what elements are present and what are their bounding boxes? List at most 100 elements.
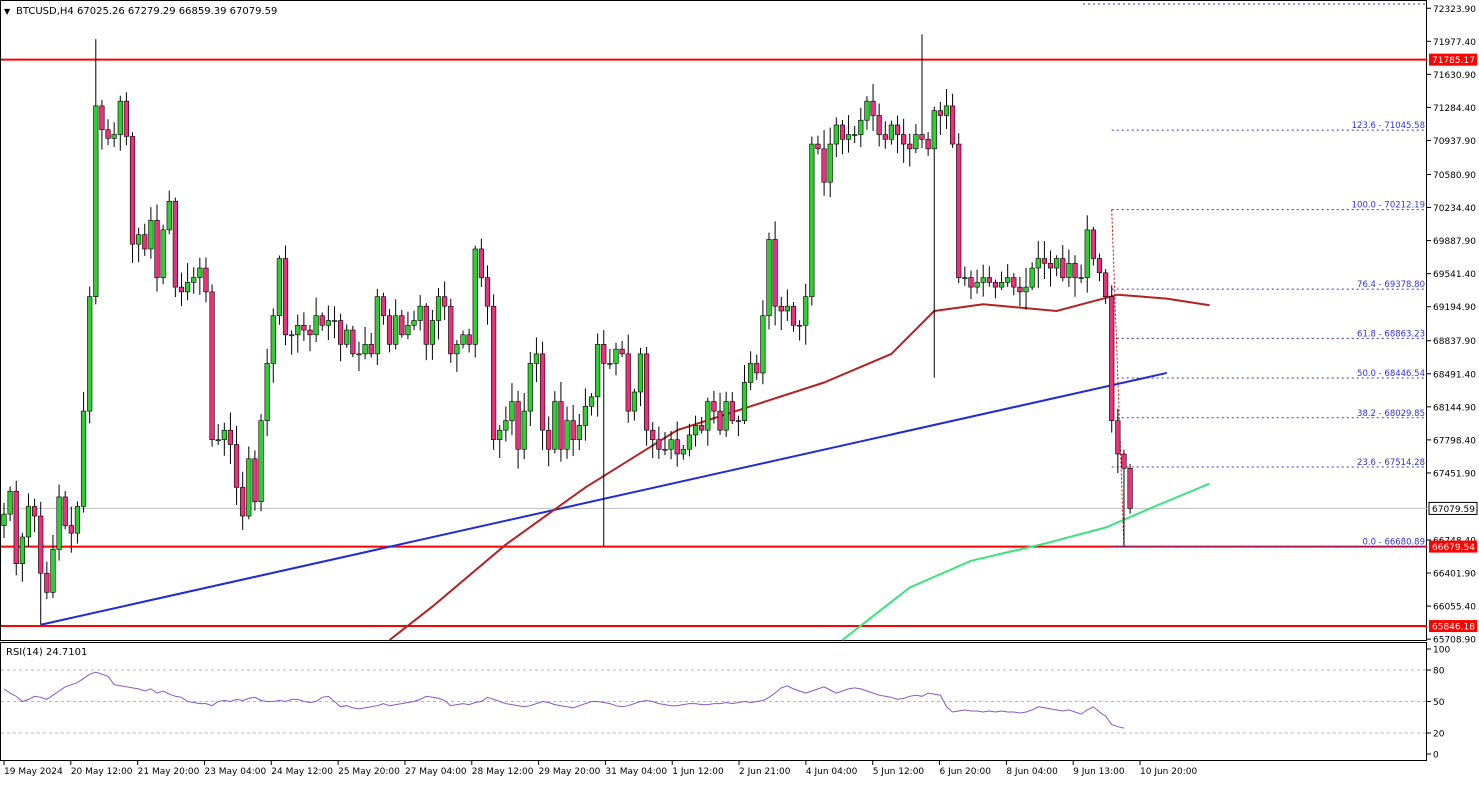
candle-bear xyxy=(882,134,888,140)
candle-bull xyxy=(313,315,319,336)
candle-bear xyxy=(674,439,680,455)
candle-bull xyxy=(980,277,986,283)
level-price-tag xyxy=(1429,620,1477,633)
candle-bull xyxy=(411,320,417,326)
time-tick-label: 1 Jun 12:00 xyxy=(672,767,724,777)
candle-bear xyxy=(643,353,650,431)
candle-bull xyxy=(117,100,123,135)
candle-bull xyxy=(845,134,852,140)
candle-bear xyxy=(178,286,185,293)
candle-bull xyxy=(521,410,527,450)
candle-bull xyxy=(460,334,466,345)
candle-bull xyxy=(160,229,166,278)
candle-bull xyxy=(417,305,423,321)
time-tick-label: 31 May 04:00 xyxy=(605,767,667,777)
candle-bear xyxy=(203,267,209,293)
candle-bear xyxy=(515,401,521,450)
candle-bear xyxy=(1103,272,1109,297)
candle-bear xyxy=(711,401,717,412)
candle-bull xyxy=(760,315,766,374)
candle-bull xyxy=(668,439,674,450)
time-tick-label: 10 Jun 20:00 xyxy=(1140,767,1197,777)
candle-bull xyxy=(974,282,980,288)
candle-bear xyxy=(105,129,111,139)
candle-bear xyxy=(1090,229,1096,259)
candle-bear xyxy=(956,143,962,278)
moving-average-green-line xyxy=(841,482,1210,641)
main-panel-frame xyxy=(0,0,1427,641)
time-tick-label: 24 May 12:00 xyxy=(271,767,333,777)
candle-bear xyxy=(778,305,784,312)
candle-bear xyxy=(570,420,576,441)
candle-bull xyxy=(289,334,295,337)
candle-bull xyxy=(435,296,442,321)
candle-bull xyxy=(552,401,558,450)
triangle-down-icon: ▼ xyxy=(4,7,11,16)
price-tick-label: 67798.40 xyxy=(1433,436,1476,446)
candle-bear xyxy=(1115,420,1121,455)
time-tick-label: 4 Jun 04:00 xyxy=(806,767,858,777)
candle-bear xyxy=(870,100,876,116)
candle-bear xyxy=(1072,262,1078,278)
candle-bear xyxy=(699,425,705,431)
candle-bear xyxy=(839,124,846,140)
rsi-axis-labels: 100 80 50 20 0 xyxy=(1427,646,1450,761)
candle-bull xyxy=(662,448,668,451)
candle-bull xyxy=(962,277,968,279)
candle-bull xyxy=(246,458,252,517)
candle-bull xyxy=(1078,277,1084,279)
time-tick-label: 19 May 2024 xyxy=(4,767,63,777)
candle-bull xyxy=(888,124,894,140)
candle-bear xyxy=(380,296,387,317)
candle-bear xyxy=(754,363,760,374)
price-tick-label: 69541.40 xyxy=(1433,270,1476,280)
candle-bear xyxy=(790,305,797,326)
candle-bear xyxy=(172,200,178,288)
candle-bull xyxy=(576,425,582,441)
candle-bear xyxy=(968,277,974,288)
candle-bull xyxy=(454,344,460,355)
rsi-polyline xyxy=(3,671,1125,729)
candle-bear xyxy=(1041,258,1047,264)
candle-bull xyxy=(723,401,729,431)
price-tick-label: 68837.90 xyxy=(1433,337,1476,347)
candle-bull xyxy=(215,439,221,442)
candle-bear xyxy=(423,305,429,345)
candle-bear xyxy=(68,525,74,534)
candle-bear xyxy=(386,315,393,345)
candle-bull xyxy=(166,200,172,231)
candle-bear xyxy=(368,344,374,355)
price-tick-label: 70937.90 xyxy=(1433,137,1476,147)
price-tick-label: 71284.40 xyxy=(1433,104,1476,114)
candle-bear xyxy=(233,444,240,488)
candle-bear xyxy=(919,134,925,140)
candle-bear xyxy=(1096,258,1103,274)
candle-bear xyxy=(466,334,472,345)
candle-bull xyxy=(784,305,790,312)
candle-bull xyxy=(1023,286,1029,293)
current-price-tag xyxy=(1428,501,1478,515)
candle-bull xyxy=(1066,262,1072,278)
candle-bear xyxy=(1060,258,1066,278)
candle-bull xyxy=(692,425,699,436)
candle-bull xyxy=(503,420,509,431)
price-tick-label: 67451.90 xyxy=(1433,469,1476,479)
level-price-tag xyxy=(1429,53,1477,66)
candle-bull xyxy=(735,420,741,422)
candle-bear xyxy=(282,258,289,336)
candle-bear xyxy=(1011,277,1017,288)
price-tick-label: 65708.90 xyxy=(1433,636,1476,646)
candle-bull xyxy=(1,513,7,526)
candlesticks xyxy=(1,34,1133,625)
time-tick-label: 27 May 04:00 xyxy=(405,767,467,777)
candle-bull xyxy=(686,434,693,450)
price-tick-label: 69887.90 xyxy=(1433,237,1476,247)
candle-bear xyxy=(1127,468,1133,509)
candle-bear xyxy=(154,220,160,278)
candle-bull xyxy=(998,282,1005,288)
time-tick-label: 28 May 12:00 xyxy=(472,767,534,777)
candle-bear xyxy=(478,248,484,278)
candle-bull xyxy=(93,105,99,297)
candle-bear xyxy=(129,136,136,245)
